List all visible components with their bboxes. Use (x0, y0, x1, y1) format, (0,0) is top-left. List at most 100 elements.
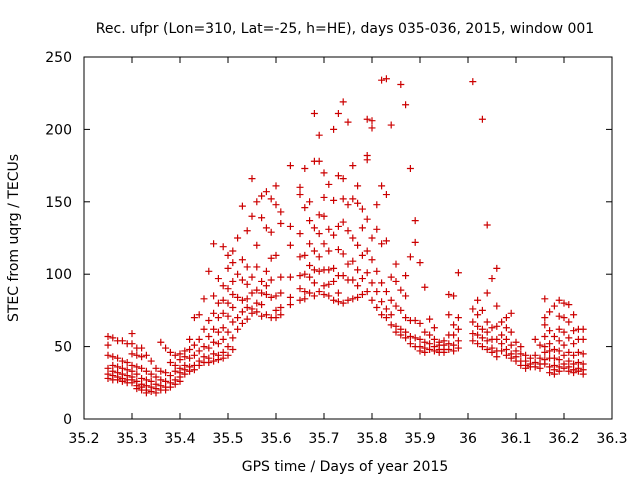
data-point (114, 354, 122, 362)
data-point (382, 191, 390, 199)
data-point (128, 379, 136, 387)
data-point (363, 288, 371, 296)
data-point (426, 331, 434, 339)
data-point (469, 305, 477, 313)
data-point (186, 354, 194, 362)
data-point (219, 354, 227, 362)
data-point (392, 328, 400, 336)
data-point (296, 296, 304, 304)
data-point (416, 259, 424, 267)
data-point (550, 354, 558, 362)
data-point (493, 302, 501, 310)
data-point (574, 367, 582, 375)
data-point (267, 195, 275, 203)
data-point (330, 264, 338, 272)
data-point (430, 335, 438, 343)
data-point (541, 348, 549, 356)
data-point (411, 334, 419, 342)
data-point (301, 204, 309, 212)
data-point (190, 341, 198, 349)
data-point (224, 299, 232, 307)
data-point (339, 272, 347, 280)
data-point (147, 357, 155, 365)
data-point (349, 234, 357, 242)
data-point (474, 322, 482, 330)
data-point (565, 318, 573, 326)
data-point (152, 373, 160, 381)
data-point (162, 386, 170, 394)
data-point (320, 290, 328, 298)
data-point (430, 324, 438, 332)
data-point (210, 338, 218, 346)
data-point (248, 175, 256, 183)
data-point (531, 335, 539, 343)
data-point (190, 366, 198, 374)
data-point (387, 321, 395, 329)
data-point (392, 260, 400, 268)
data-point (368, 124, 376, 132)
data-point (253, 263, 261, 271)
data-point (411, 317, 419, 325)
data-point (512, 338, 520, 346)
data-point (382, 305, 390, 313)
data-point (238, 319, 246, 327)
data-point (272, 314, 280, 322)
data-point (171, 380, 179, 388)
data-point (258, 301, 266, 309)
data-point (474, 331, 482, 339)
data-point (306, 198, 314, 206)
data-point (416, 319, 424, 327)
data-point (555, 337, 563, 345)
data-point (402, 314, 410, 322)
data-point (286, 293, 294, 301)
data-point (248, 212, 256, 220)
data-point (469, 78, 477, 86)
data-point (406, 253, 414, 261)
data-point (339, 218, 347, 226)
data-point (382, 314, 390, 322)
data-point (315, 267, 323, 275)
data-point (354, 266, 362, 274)
data-point (272, 201, 280, 209)
data-point (397, 331, 405, 339)
data-point (550, 370, 558, 378)
data-point (555, 296, 563, 304)
data-point (128, 350, 136, 358)
data-point (286, 273, 294, 281)
data-point (546, 347, 554, 355)
data-point (325, 280, 333, 288)
data-point (224, 264, 232, 272)
data-point (272, 306, 280, 314)
data-point (397, 286, 405, 294)
data-point (498, 331, 506, 339)
data-point (378, 279, 386, 287)
data-point (541, 332, 549, 340)
data-point (560, 351, 568, 359)
data-point (421, 348, 429, 356)
y-tick-label: 250 (45, 50, 72, 66)
data-point (339, 250, 347, 258)
data-point (354, 241, 362, 249)
data-point (219, 296, 227, 304)
y-tick-label: 150 (45, 195, 72, 211)
data-point (234, 325, 242, 333)
data-point (210, 292, 218, 300)
data-point (454, 337, 462, 345)
data-point (493, 335, 501, 343)
data-point (224, 251, 232, 259)
data-point (450, 321, 458, 329)
data-point (205, 344, 213, 352)
data-point (579, 325, 587, 333)
data-point (565, 301, 573, 309)
data-point (262, 290, 270, 298)
data-point (296, 272, 304, 280)
data-point (469, 318, 477, 326)
data-point (205, 359, 213, 367)
data-point (166, 383, 174, 391)
data-point (354, 293, 362, 301)
data-point (426, 345, 434, 353)
data-point (258, 289, 266, 297)
data-point (296, 230, 304, 238)
data-point (286, 241, 294, 249)
data-point (214, 275, 222, 283)
